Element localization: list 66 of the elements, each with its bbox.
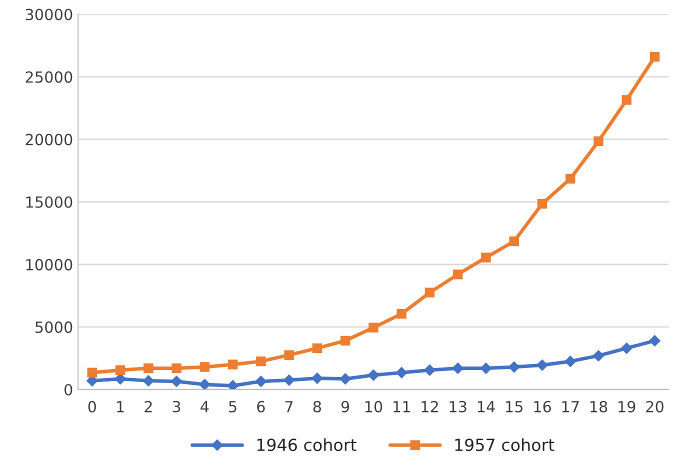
point <box>144 363 154 374</box>
point <box>312 343 322 354</box>
x-tick-label: 8 <box>313 400 322 412</box>
x-tick-label: 4 <box>200 401 209 412</box>
point <box>396 308 406 319</box>
x-tick-label: 0 <box>88 400 96 412</box>
point <box>115 365 126 375</box>
point <box>452 270 463 280</box>
x-tick-label: 7 <box>285 401 293 412</box>
point <box>284 350 294 360</box>
point <box>509 236 519 246</box>
x-tick-label: 2 <box>144 400 152 412</box>
point <box>311 372 324 384</box>
x-tick-label: 11 <box>394 401 410 412</box>
x-tick-label: 20 <box>646 400 664 412</box>
x-tick-label: 14 <box>478 401 495 412</box>
point <box>368 322 378 332</box>
point <box>424 288 435 298</box>
point <box>368 369 380 382</box>
legend-label: 1957 cohort <box>455 438 554 452</box>
x-tick-label: 18 <box>590 400 608 412</box>
point <box>340 336 350 346</box>
x-tick-label: 17 <box>562 401 579 412</box>
point <box>650 52 660 62</box>
point <box>172 363 182 374</box>
x-tick-label: 3 <box>172 400 180 412</box>
y-tick-label: 20000 <box>26 134 72 146</box>
x-tick-label: 19 <box>618 400 636 412</box>
y-tick-label: 10000 <box>26 258 72 270</box>
point <box>283 374 295 386</box>
x-tick-label: 6 <box>257 400 265 412</box>
point <box>200 362 210 372</box>
point <box>566 174 576 184</box>
y-tick-label: 5000 <box>36 321 72 333</box>
point <box>87 368 98 378</box>
legend-label: 1946 cohort <box>257 438 356 452</box>
x-tick-label: 13 <box>450 400 466 412</box>
point <box>256 356 266 366</box>
x-tick-label: 10 <box>365 400 382 412</box>
point <box>537 198 548 209</box>
point <box>142 374 154 387</box>
y-tick-label: 15000 <box>26 196 72 208</box>
point <box>592 350 604 362</box>
point <box>536 359 548 371</box>
x-tick-label: 12 <box>422 400 438 412</box>
point <box>622 95 632 105</box>
x-tick-label: 5 <box>229 401 236 412</box>
point <box>424 364 436 376</box>
point <box>481 252 491 262</box>
y-tick-label: 0 <box>64 384 72 396</box>
x-tick-label: 1 <box>117 401 124 412</box>
point <box>508 361 520 373</box>
point <box>594 136 604 146</box>
point <box>620 342 633 354</box>
point <box>564 355 576 368</box>
y-tick-label: 30000 <box>26 8 72 20</box>
x-tick-label: 9 <box>341 400 350 412</box>
x-tick-label: 16 <box>534 400 551 412</box>
point <box>480 362 492 374</box>
point <box>170 375 182 388</box>
y-tick-label: 25000 <box>26 71 72 83</box>
x-tick-label: 15 <box>506 401 522 412</box>
point <box>228 360 238 370</box>
point <box>255 375 267 388</box>
point <box>396 366 408 379</box>
point <box>648 334 661 347</box>
